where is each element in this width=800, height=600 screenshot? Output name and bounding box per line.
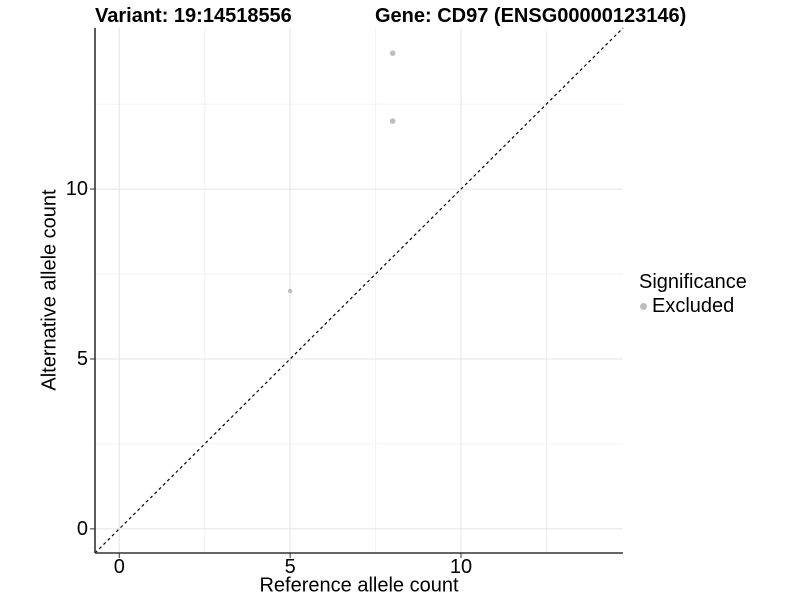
x-tick-label: 0 <box>113 556 125 578</box>
data-point <box>389 118 396 124</box>
data-point <box>389 50 396 56</box>
identity-line <box>94 27 624 554</box>
legend-marker-circle-icon <box>640 303 647 310</box>
data-point <box>287 288 293 294</box>
y-tick-label: 0 <box>76 517 88 540</box>
legend: Significance Excluded <box>639 271 747 318</box>
legend-item-excluded: Excluded <box>640 295 747 318</box>
plot-title-gene: Gene: CD97 (ENSG00000123146) <box>375 5 687 27</box>
x-tick-label: 5 <box>284 556 296 578</box>
y-tick-label: 10 <box>65 178 88 201</box>
legend-title: Significance <box>639 271 747 293</box>
x-tick-label: 10 <box>449 556 473 578</box>
legend-item-label: Excluded <box>652 295 735 317</box>
y-tick-label: 5 <box>76 347 88 370</box>
plot-title-variant: Variant: 19:14518556 <box>95 5 292 27</box>
x-axis-title: Reference allele count <box>259 574 459 597</box>
y-axis-title: Alternative allele count <box>38 189 61 391</box>
